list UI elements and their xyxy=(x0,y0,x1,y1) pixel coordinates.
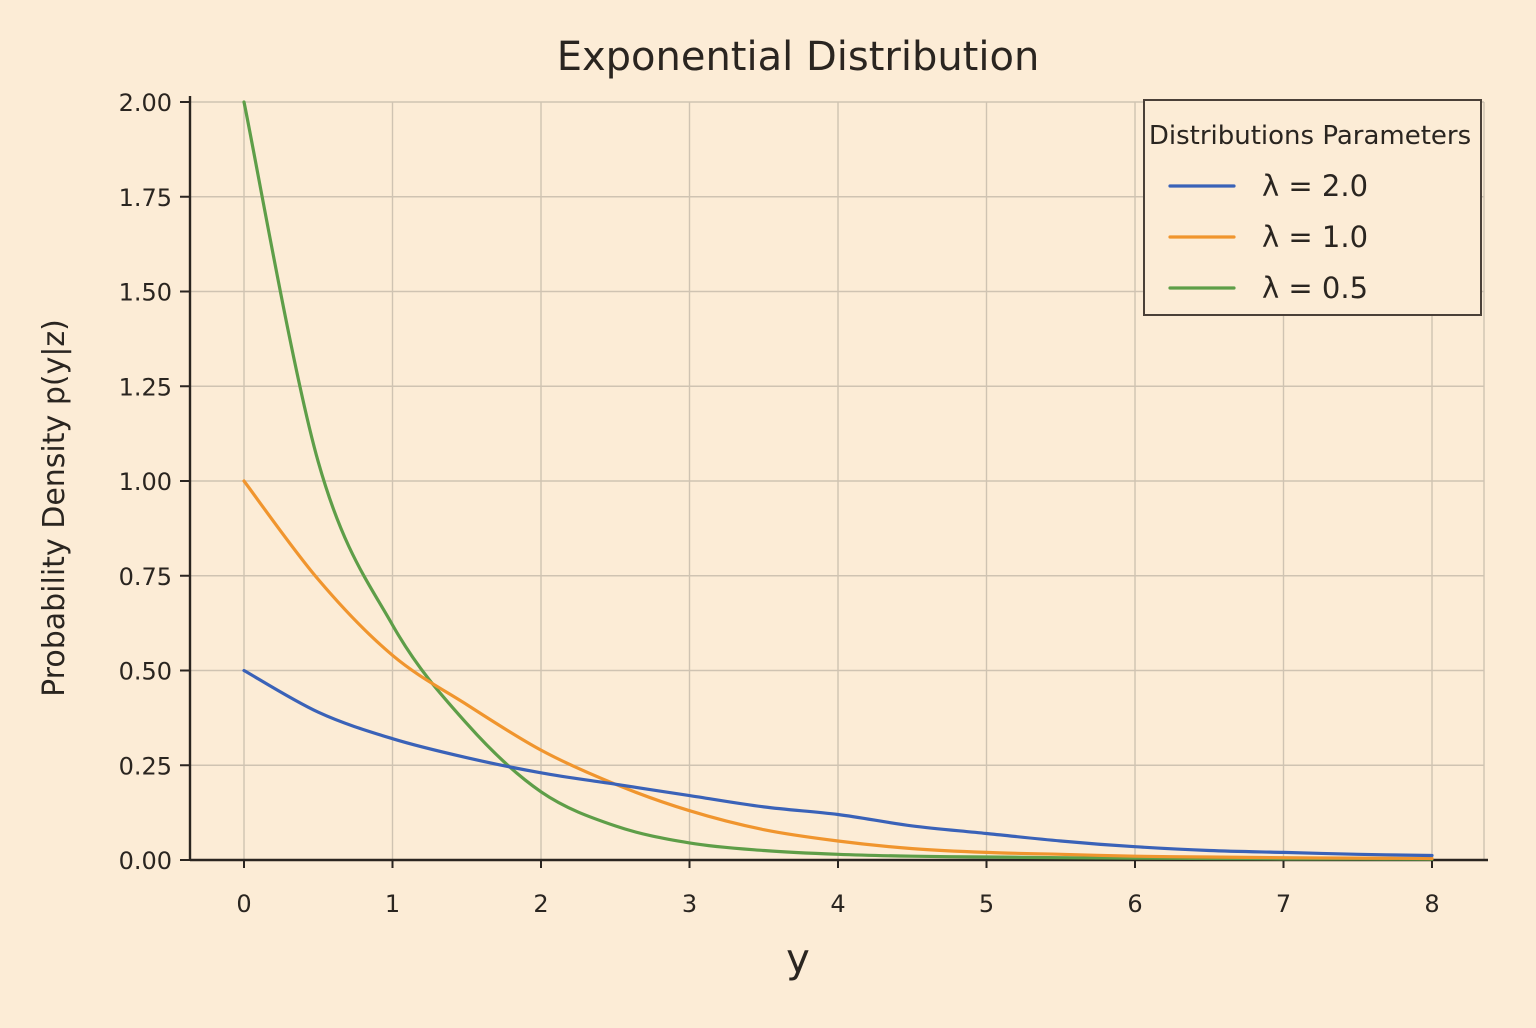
y-tick-label: 1.25 xyxy=(119,373,172,401)
x-tick-label: 8 xyxy=(1424,890,1439,918)
series-layer xyxy=(242,100,1434,861)
y-tick-label: 1.00 xyxy=(119,468,172,496)
y-tick-label: 1.50 xyxy=(119,279,172,307)
series-line-0 xyxy=(242,668,1434,858)
legend-entry-label: λ = 0.5 xyxy=(1262,271,1368,305)
y-tick-label: 0.50 xyxy=(119,658,172,686)
y-axis-label: Probability Density p(y|z) xyxy=(37,319,72,697)
legend-items: λ = 2.0 λ = 1.0 λ = 0.5 xyxy=(1168,169,1368,305)
legend: Distributions Parameters λ = 2.0λ = 1.0λ… xyxy=(1143,99,1482,316)
y-tick-label: 1.75 xyxy=(119,184,172,212)
chart-title: Exponential Distribution xyxy=(557,34,1040,80)
y-tick-label: 0.75 xyxy=(119,563,172,591)
x-tick-label: 7 xyxy=(1276,890,1291,918)
x-tick-label: 3 xyxy=(682,890,697,918)
x-tick-label: 0 xyxy=(236,890,251,918)
x-tick-label: 6 xyxy=(1127,890,1142,918)
tick-layer: 0 1 2 3 4 5 6 7 8 0.00 0.25 0.50 0.75 1.00 1.25 1.50 1.7… xyxy=(119,89,1440,918)
legend-entry-label: λ = 1.0 xyxy=(1262,220,1368,254)
y-tick-label: 0.25 xyxy=(119,752,172,780)
x-tick-label: 4 xyxy=(830,890,845,918)
y-tick-label: 0.00 xyxy=(119,847,172,875)
y-tick-label: 2.00 xyxy=(119,89,172,117)
x-tick-label: 2 xyxy=(533,890,548,918)
grid-layer xyxy=(190,101,1485,861)
series-line-1 xyxy=(242,479,1434,861)
x-axis-label: y xyxy=(786,936,810,982)
x-tick-label: 1 xyxy=(385,890,400,918)
x-tick-label: 5 xyxy=(979,890,994,918)
legend-entry-label: λ = 2.0 xyxy=(1262,169,1368,203)
legend-title: Distributions Parameters xyxy=(1149,121,1471,151)
legend-box xyxy=(1143,99,1482,316)
